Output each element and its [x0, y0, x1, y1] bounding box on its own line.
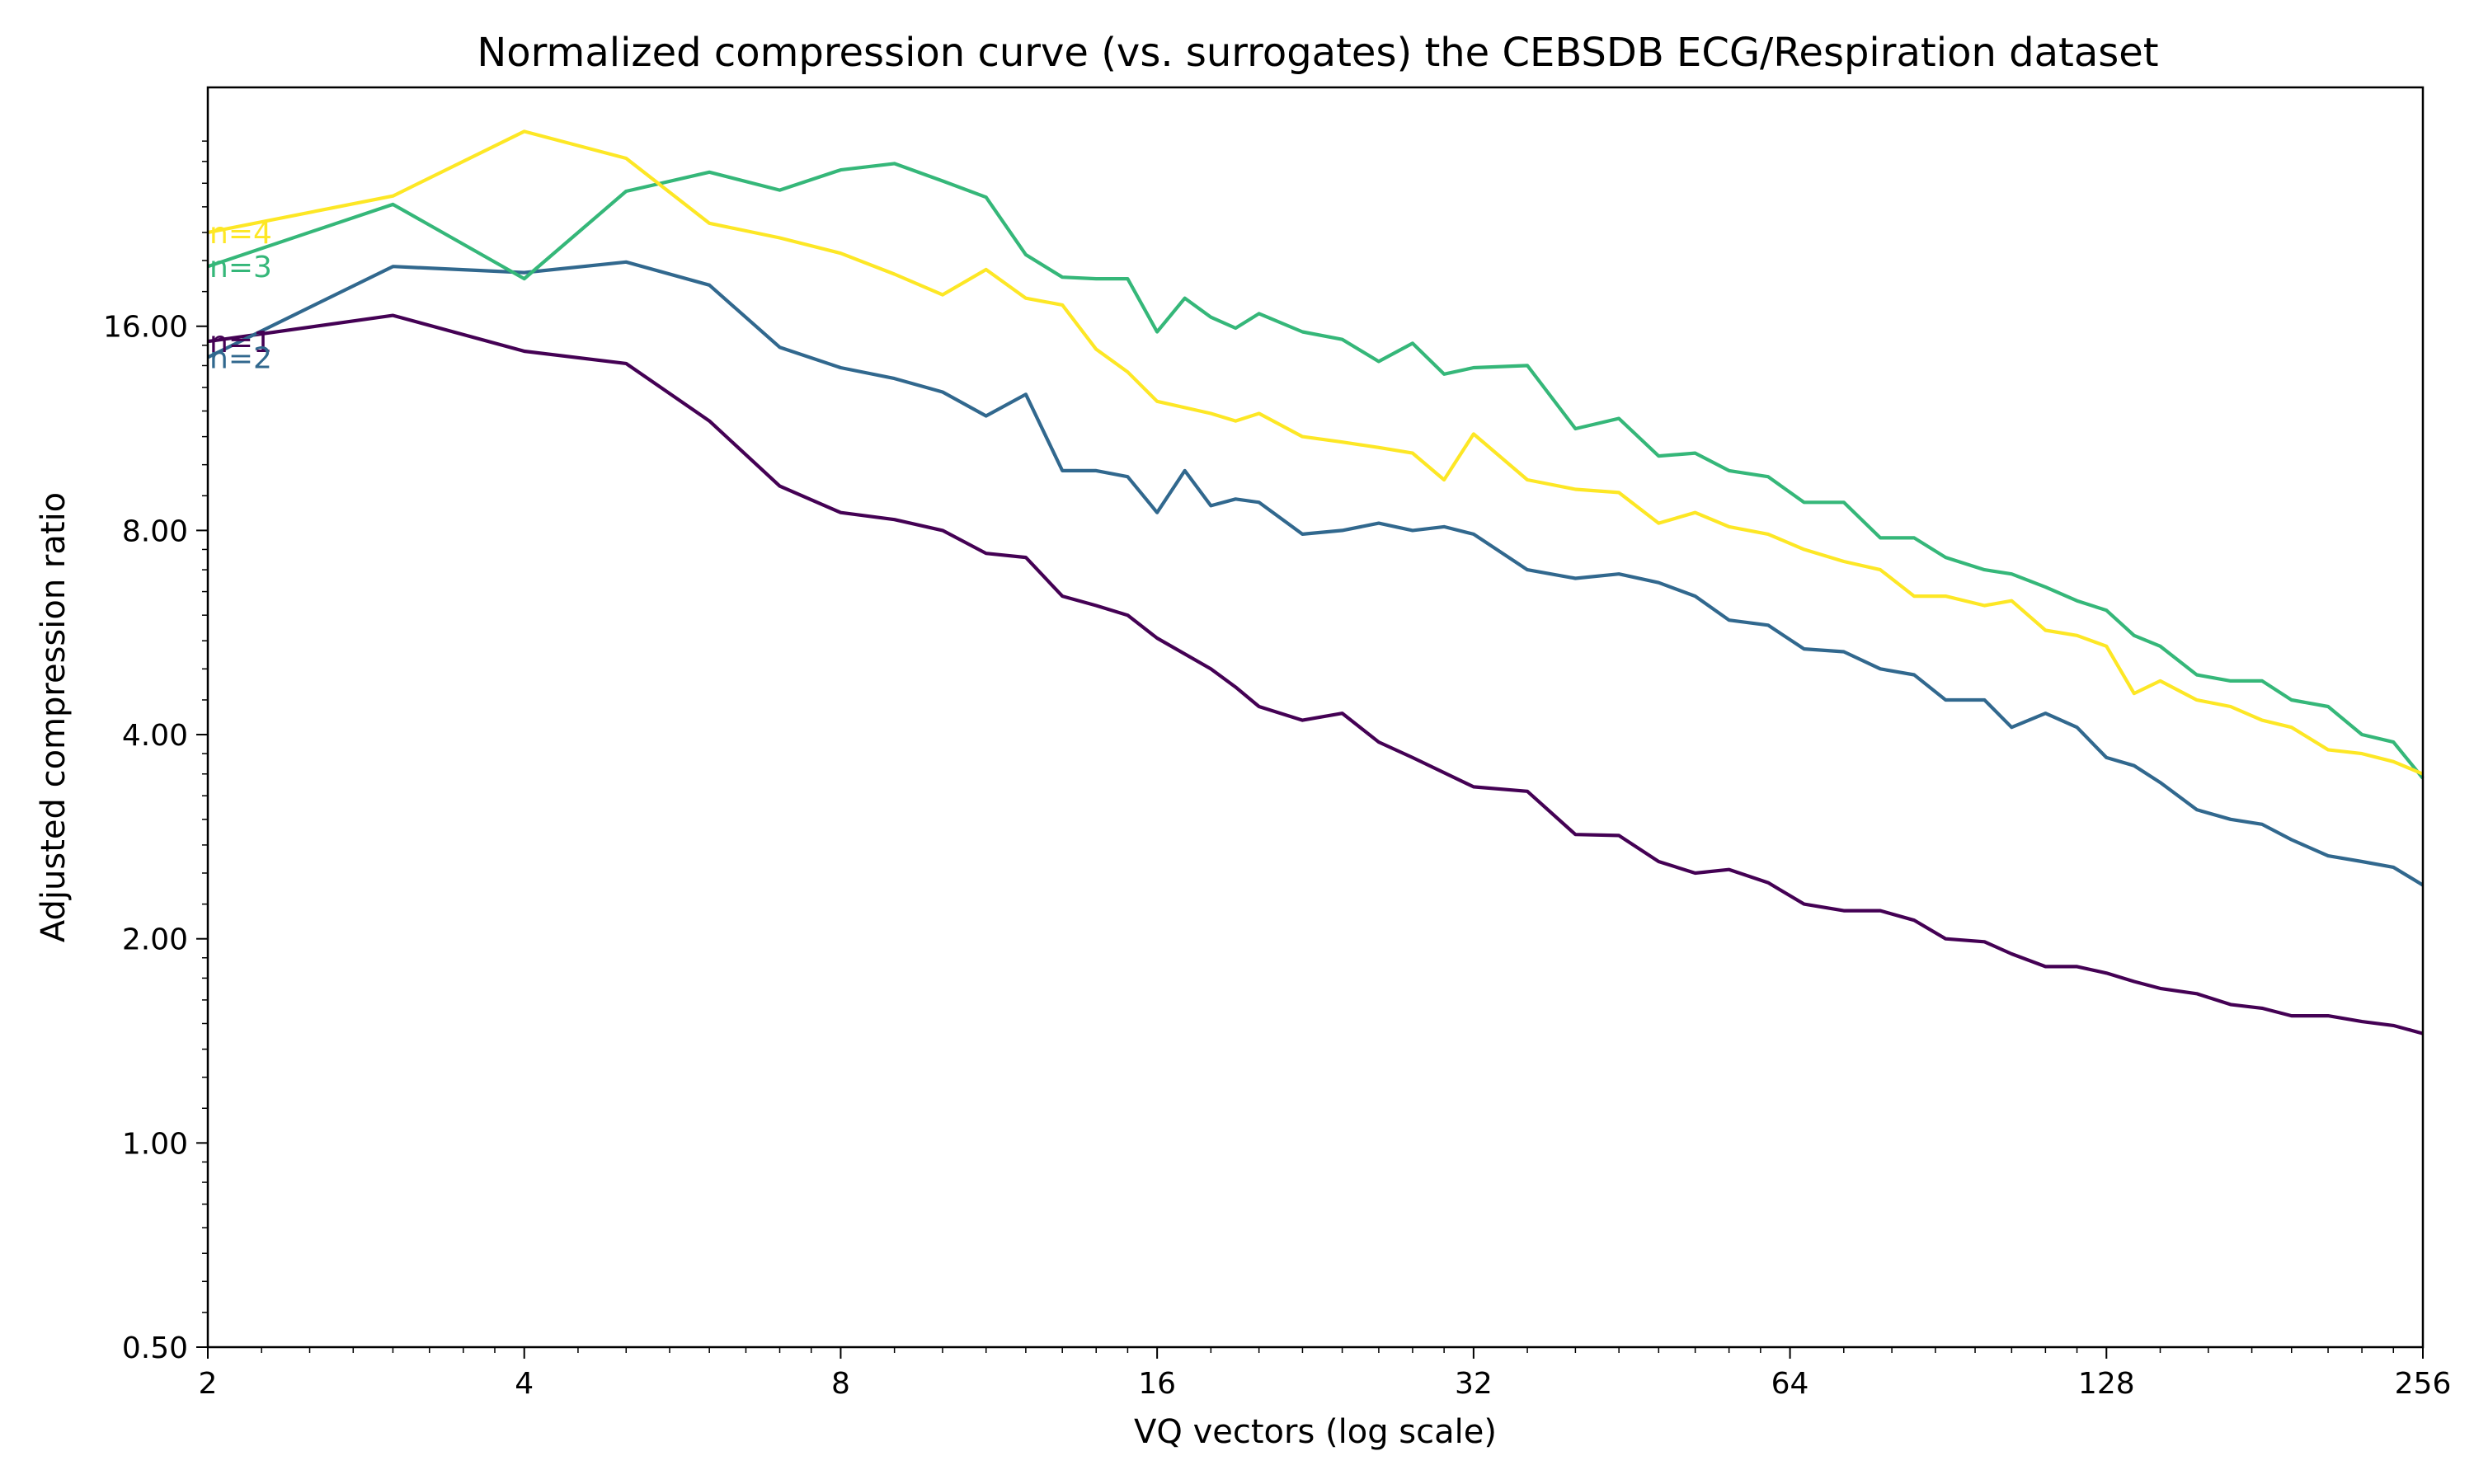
- x-tick-label: 256: [2395, 1367, 2452, 1401]
- series-line-4: [207, 129, 2424, 776]
- series-label-4: n=4: [209, 217, 272, 251]
- series-label-2: n=2: [209, 341, 272, 375]
- series-label-layer: n=1n=2 n=3n=4: [209, 217, 272, 375]
- series-layer: [207, 129, 2425, 1036]
- x-tick-label: 8: [831, 1367, 850, 1401]
- y-axis-title: Adjusted compression ratio: [35, 492, 73, 942]
- series-line-2: [207, 260, 2425, 887]
- y-tick-label: 16.00: [103, 311, 188, 345]
- series-label-3: n=3: [209, 251, 272, 284]
- x-tick-label: 32: [1455, 1367, 1493, 1401]
- series-line-1: [207, 313, 2424, 1036]
- series-label-1: n=1: [209, 326, 272, 359]
- y-tick-label: 8.00: [122, 514, 188, 548]
- x-tick-label: 16: [1138, 1367, 1176, 1401]
- series-line-3: [207, 162, 2425, 780]
- y-tick-label: 0.50: [122, 1331, 188, 1365]
- x-tick-label: 128: [2078, 1367, 2135, 1401]
- x-axis: 2 4 8 16 32 64 128 256: [199, 1347, 2452, 1401]
- y-tick-label: 2.00: [122, 923, 188, 957]
- y-tick-label: 4.00: [122, 719, 188, 753]
- x-axis-title: VQ vectors (log scale): [1134, 1413, 1497, 1451]
- y-axis: 0.50 1.00 2.00 4.00 8.00 16.00: [103, 140, 208, 1365]
- x-tick-label: 4: [515, 1367, 534, 1401]
- x-tick-label: 64: [1771, 1367, 1809, 1401]
- chart-title: Normalized compression curve (vs. surrog…: [477, 30, 2158, 76]
- plot-area: [206, 86, 2425, 1349]
- x-tick-label: 2: [199, 1367, 218, 1401]
- plot-frame: [206, 86, 2425, 1349]
- y-tick-label: 1.00: [122, 1127, 188, 1161]
